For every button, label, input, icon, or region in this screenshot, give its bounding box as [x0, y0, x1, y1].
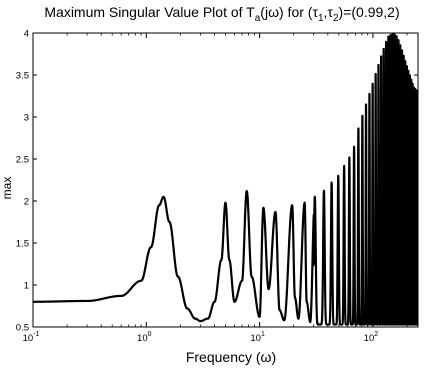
x-tick-label: 10-1: [23, 331, 40, 344]
y-tick-label: 3: [24, 113, 29, 124]
y-tick-label: 2.5: [16, 155, 29, 166]
x-tick-label: 100: [137, 331, 152, 344]
chart-title: Maximum Singular Value Plot of Ta(jω) fo…: [44, 4, 399, 24]
y-tick-label: 1.5: [16, 239, 29, 250]
y-tick-label: 2: [24, 197, 29, 208]
y-tick-label: 1: [24, 281, 29, 292]
x-tick-label: 102: [364, 331, 379, 344]
y-axis-label: max: [0, 177, 14, 200]
y-tick-label: 3.5: [16, 71, 29, 82]
x-tick-label: 101: [250, 331, 265, 344]
plot-area: [32, 32, 419, 328]
y-tick-label: 4: [24, 29, 29, 40]
series-layer: [33, 33, 418, 326]
y-tick-label: 0.5: [16, 323, 29, 334]
ticks-layer: 0.5 1 1.5 2 2.5 3 3.5 4 10-1 100 101 102: [16, 29, 418, 344]
x-axis-label: Frequency (ω): [186, 349, 276, 365]
series-line: [33, 33, 418, 326]
